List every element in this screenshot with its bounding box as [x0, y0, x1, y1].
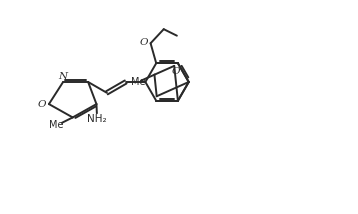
Text: Me: Me — [131, 77, 145, 87]
Text: Me: Me — [49, 120, 64, 130]
Text: N: N — [59, 72, 68, 81]
Text: O: O — [171, 67, 180, 76]
Text: O: O — [38, 100, 46, 108]
Text: NH₂: NH₂ — [87, 114, 107, 124]
Text: O: O — [139, 37, 148, 46]
